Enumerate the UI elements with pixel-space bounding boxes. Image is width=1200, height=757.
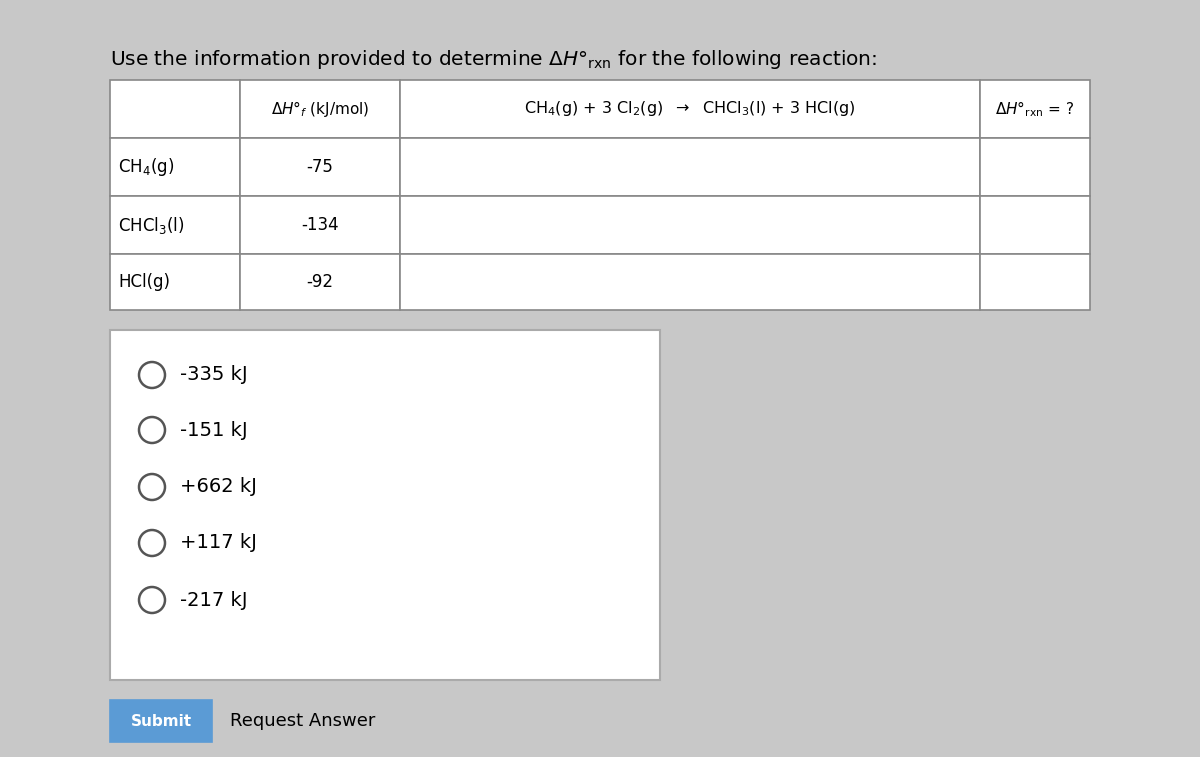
Bar [980, 138, 1090, 196]
Bar [400, 138, 980, 196]
Bar [400, 80, 980, 138]
Text: $\Delta H°_f$ (kJ/mol): $\Delta H°_f$ (kJ/mol) [271, 99, 370, 119]
Bar [240, 80, 400, 138]
Bar [110, 138, 240, 196]
Bar [240, 196, 400, 254]
Text: -217 kJ: -217 kJ [180, 590, 247, 609]
Text: CHCl$_3$(l): CHCl$_3$(l) [118, 214, 185, 235]
Text: HCl(g): HCl(g) [118, 273, 170, 291]
Bar [980, 80, 1090, 138]
Bar [110, 196, 240, 254]
Text: Request Answer: Request Answer [230, 712, 376, 730]
Text: CH$_4$(g): CH$_4$(g) [118, 156, 174, 178]
Bar [240, 138, 400, 196]
Bar [400, 196, 980, 254]
Bar [980, 254, 1090, 310]
Text: +117 kJ: +117 kJ [180, 534, 257, 553]
Text: Submit: Submit [131, 714, 192, 728]
Bar [400, 254, 980, 310]
Text: $\Delta H°_{\mathregular{rxn}}$ = ?: $\Delta H°_{\mathregular{rxn}}$ = ? [996, 99, 1074, 119]
Text: -151 kJ: -151 kJ [180, 420, 247, 440]
Text: Use the information provided to determine $\Delta H°_{\mathregular{rxn}}$ for th: Use the information provided to determin… [110, 48, 877, 71]
Bar [110, 330, 660, 680]
Text: CH$_4$(g) + 3 Cl$_2$(g)  $\rightarrow$  CHCl$_3$(l) + 3 HCl(g): CH$_4$(g) + 3 Cl$_2$(g) $\rightarrow$ CH… [524, 99, 856, 119]
Text: -75: -75 [306, 158, 334, 176]
Bar [110, 254, 240, 310]
Bar [980, 196, 1090, 254]
Bar [110, 700, 212, 742]
Bar [110, 80, 240, 138]
Text: +662 kJ: +662 kJ [180, 478, 257, 497]
Text: -335 kJ: -335 kJ [180, 366, 247, 385]
Bar [240, 254, 400, 310]
Text: -134: -134 [301, 216, 338, 234]
Text: -92: -92 [306, 273, 334, 291]
